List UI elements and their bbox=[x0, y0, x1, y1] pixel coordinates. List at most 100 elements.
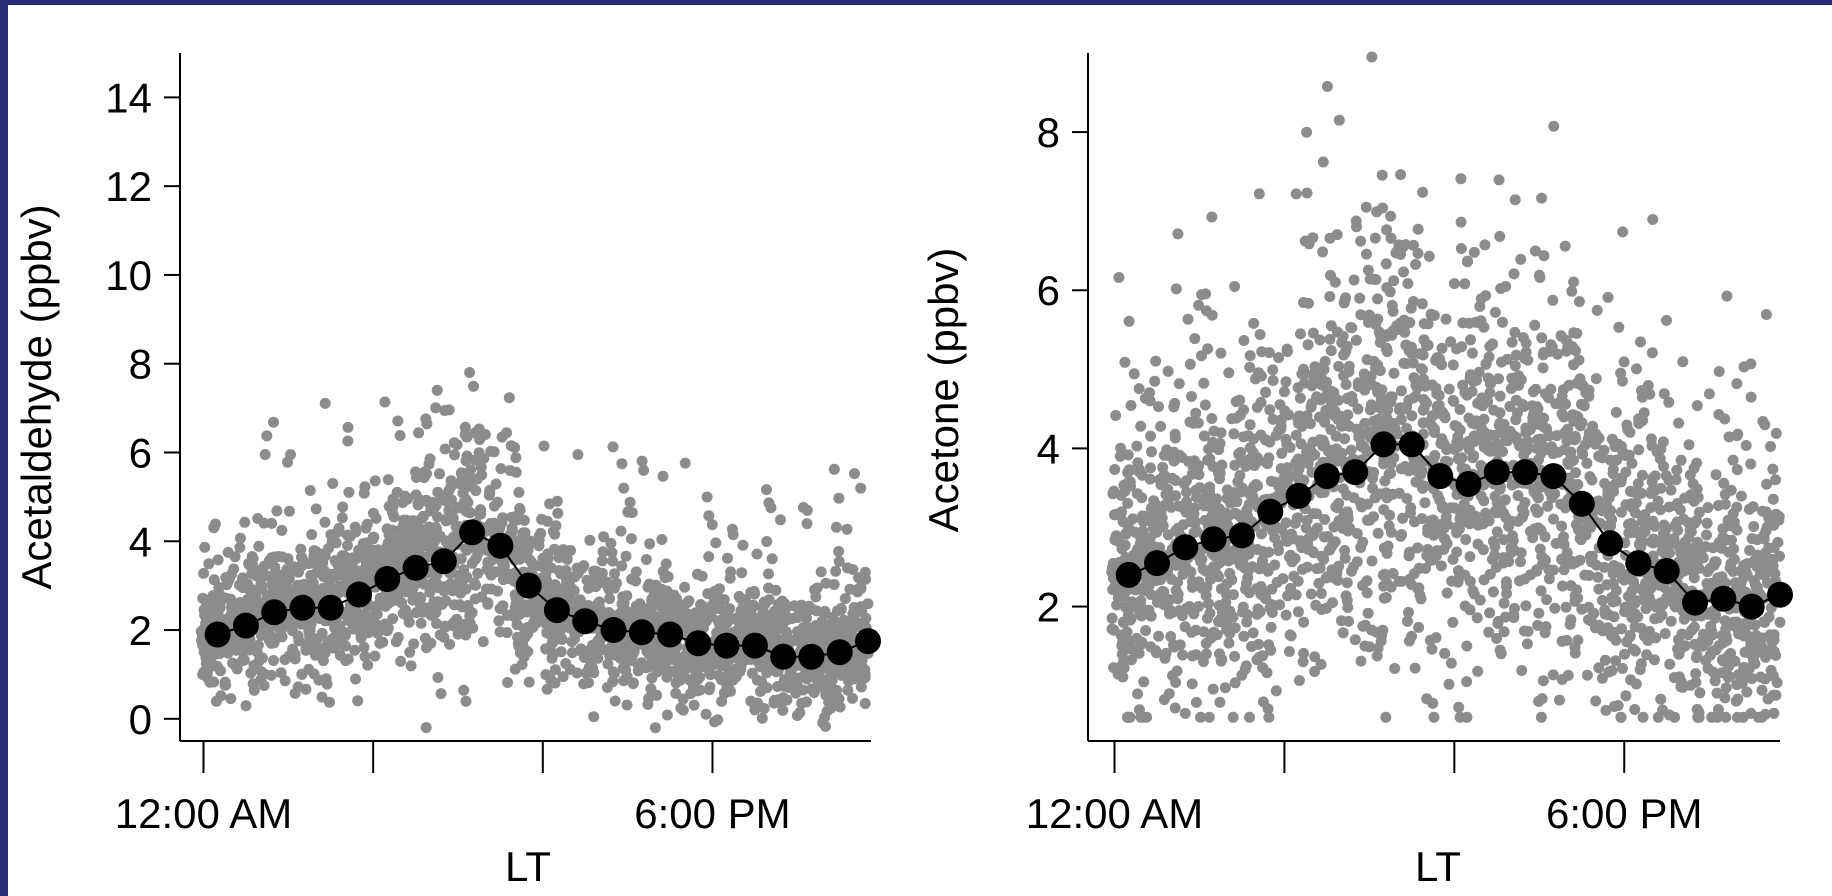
scatter-point bbox=[407, 581, 419, 593]
scatter-point bbox=[310, 503, 322, 515]
scatter-point bbox=[1454, 513, 1466, 525]
scatter-point bbox=[259, 622, 271, 634]
scatter-point bbox=[1531, 507, 1543, 518]
scatter-point bbox=[1635, 336, 1646, 348]
scatter-point bbox=[1623, 527, 1635, 539]
scatter-point bbox=[1497, 316, 1508, 328]
scatter-point bbox=[464, 617, 476, 629]
scatter-point bbox=[1616, 472, 1628, 484]
scatter-point bbox=[1244, 711, 1255, 723]
scatter-point bbox=[1132, 457, 1144, 469]
scatter-point bbox=[541, 683, 553, 695]
scatter-point bbox=[1341, 340, 1353, 352]
scatter-point bbox=[1298, 377, 1310, 389]
mean-point bbox=[204, 621, 231, 648]
scatter-point bbox=[1280, 609, 1292, 621]
scatter-point bbox=[1342, 409, 1354, 421]
scatter-point bbox=[1284, 442, 1296, 453]
scatter-point bbox=[1206, 309, 1218, 321]
scatter-point bbox=[353, 544, 365, 556]
scatter-point bbox=[825, 702, 837, 714]
scatter-point bbox=[1564, 618, 1576, 630]
scatter-point bbox=[1275, 420, 1287, 432]
scatter-point bbox=[1672, 601, 1684, 613]
scatter-point bbox=[1315, 588, 1327, 599]
scatter-point bbox=[1263, 546, 1275, 558]
scatter-point bbox=[1383, 520, 1395, 532]
scatter-point bbox=[1572, 634, 1584, 646]
scatter-point bbox=[1415, 593, 1427, 605]
scatter-point bbox=[1732, 693, 1744, 705]
scatter-point bbox=[547, 636, 559, 648]
scatter-point bbox=[644, 538, 656, 550]
scatter-point bbox=[1564, 447, 1576, 459]
scatter-point bbox=[1223, 510, 1235, 522]
scatter-point bbox=[830, 565, 842, 577]
scatter-point bbox=[605, 537, 617, 549]
scatter-point bbox=[1590, 373, 1602, 385]
scatter-point bbox=[1182, 313, 1194, 325]
scatter-point bbox=[1547, 669, 1559, 681]
scatter-point bbox=[1133, 466, 1145, 478]
scatter-point bbox=[1195, 711, 1206, 723]
scatter-point bbox=[1234, 469, 1246, 481]
scatter-point bbox=[712, 591, 724, 603]
scatter-point bbox=[350, 673, 361, 685]
scatter-point bbox=[1504, 401, 1516, 412]
scatter-point bbox=[1135, 639, 1147, 650]
scatter-point bbox=[1204, 453, 1216, 465]
scatter-point bbox=[708, 659, 719, 671]
scatter-point bbox=[1533, 695, 1545, 707]
scatter-point bbox=[1297, 455, 1309, 467]
scatter-point bbox=[1535, 711, 1547, 723]
scatter-point bbox=[1421, 693, 1433, 705]
scatter-point bbox=[1677, 356, 1689, 368]
scatter-point bbox=[340, 566, 352, 578]
scatter-point bbox=[212, 554, 224, 566]
scatter-point bbox=[779, 674, 790, 686]
scatter-point bbox=[482, 597, 494, 609]
scatter-point bbox=[1673, 417, 1685, 429]
scatter-point bbox=[481, 583, 492, 595]
scatter-point bbox=[1629, 704, 1641, 715]
scatter-point bbox=[1515, 374, 1527, 386]
scatter-point bbox=[1170, 490, 1182, 502]
scatter-point bbox=[1745, 358, 1757, 370]
scatter-point bbox=[1532, 619, 1544, 631]
scatter-point bbox=[1395, 530, 1407, 542]
scatter-point bbox=[1229, 459, 1241, 471]
scatter-point bbox=[1675, 454, 1687, 466]
scatter-point bbox=[1238, 630, 1250, 642]
scatter-point bbox=[1639, 526, 1651, 538]
scatter-point bbox=[1441, 587, 1453, 599]
y-tick-label: 4 bbox=[129, 518, 152, 565]
scatter-point bbox=[509, 511, 521, 523]
scatter-point bbox=[1593, 583, 1605, 595]
scatter-point bbox=[359, 650, 371, 662]
scatter-point bbox=[1173, 378, 1185, 390]
scatter-point bbox=[621, 699, 633, 711]
scatter-point bbox=[1431, 545, 1443, 557]
scatter-point bbox=[1206, 211, 1218, 223]
scatter-point bbox=[1767, 670, 1779, 682]
scatter-point bbox=[258, 560, 270, 572]
scatter-point bbox=[1419, 497, 1431, 509]
scatter-point bbox=[220, 679, 232, 691]
scatter-point bbox=[1147, 574, 1159, 586]
scatter-point bbox=[1758, 616, 1770, 628]
scatter-point bbox=[636, 657, 648, 669]
scatter-point bbox=[1745, 458, 1757, 470]
scatter-point bbox=[1223, 637, 1235, 649]
scatter-point bbox=[1600, 704, 1612, 716]
scatter-point bbox=[1348, 561, 1359, 573]
scatter-point bbox=[722, 552, 733, 564]
scatter-point bbox=[1636, 469, 1648, 481]
scatter-point bbox=[1460, 534, 1472, 545]
scatter-point bbox=[439, 443, 451, 455]
scatter-point bbox=[1274, 599, 1286, 611]
scatter-point bbox=[553, 552, 565, 564]
scatter-point bbox=[1529, 245, 1541, 257]
scatter-point bbox=[430, 523, 442, 535]
